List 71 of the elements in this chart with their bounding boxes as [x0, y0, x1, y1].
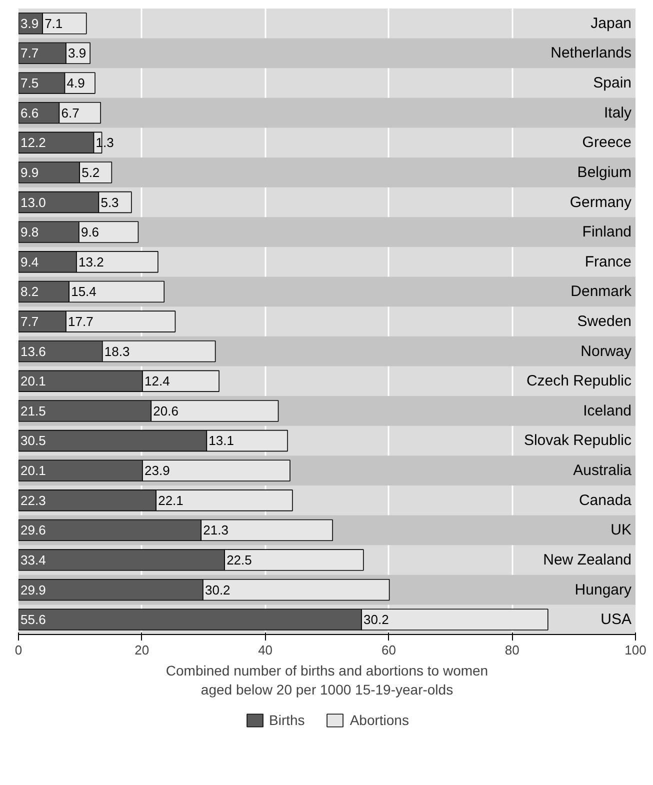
data-label: 13.1 [208, 433, 234, 448]
data-label: 21.5 [20, 403, 46, 418]
y-tick-label: Australia [573, 462, 632, 480]
y-tick-label: New Zealand [543, 551, 632, 568]
y-tick-label: Czech Republic [526, 372, 632, 390]
data-label: 13.2 [78, 254, 104, 270]
data-label: 20.1 [20, 374, 46, 389]
data-label: 3.9 [68, 46, 86, 61]
data-label: 22.1 [158, 492, 184, 508]
x-tick-label: 60 [381, 642, 396, 658]
data-label: 29.6 [20, 522, 46, 538]
data-label: 5.3 [100, 194, 119, 210]
data-label: 30.5 [20, 433, 46, 448]
data-label: 17.7 [68, 314, 94, 329]
data-label: 6.7 [61, 105, 80, 120]
y-tick-label: Greece [582, 134, 632, 152]
y-tick-label: Spain [593, 74, 632, 92]
x-tick-label: 0 [14, 642, 22, 658]
y-tick-label: Hungary [574, 581, 632, 598]
legend-label: Abortions [350, 712, 409, 728]
data-label: 20.1 [20, 463, 46, 478]
data-label: 8.2 [20, 284, 39, 300]
y-tick-label: Denmark [570, 283, 632, 300]
y-tick-label: Canada [578, 492, 632, 509]
y-tick-label: Netherlands [550, 44, 632, 62]
x-tick-label: 80 [504, 642, 520, 658]
y-tick-label: Italy [604, 104, 632, 122]
data-label: 55.6 [20, 612, 46, 628]
data-label: 22.3 [20, 492, 46, 508]
x-axis-title: Combined number of births and abortions to women aged below 20 per 1000 15-19-year-olds [166, 662, 488, 698]
data-label: 20.6 [153, 403, 178, 418]
data-label: 3.9 [20, 16, 39, 31]
y-tick-label: Finland [582, 224, 632, 241]
data-label: 5.2 [82, 164, 100, 180]
y-tick-label: France [584, 253, 632, 270]
data-label: 22.5 [226, 552, 252, 568]
data-label: 29.9 [20, 582, 46, 598]
data-label: 21.3 [203, 522, 228, 538]
x-tick-label: 100 [624, 642, 646, 658]
y-tick-label: Belgium [577, 164, 632, 181]
data-label: 7.5 [20, 76, 39, 91]
data-label: 6.6 [20, 105, 39, 120]
x-tick-label: 20 [134, 642, 150, 658]
y-tick-label: Iceland [583, 402, 632, 420]
data-label: 7.7 [20, 46, 39, 61]
data-label: 13.0 [20, 194, 46, 210]
data-label: 12.2 [20, 135, 46, 150]
x-tick-label: 40 [258, 642, 273, 658]
legend-label: Births [269, 712, 305, 728]
y-tick-label: Japan [590, 14, 632, 32]
data-label: 30.2 [204, 582, 230, 598]
y-tick-label: Germany [570, 194, 632, 211]
y-tick-label: Sweden [577, 313, 632, 330]
data-label: 7.7 [20, 314, 39, 329]
data-label: 9.6 [80, 224, 100, 240]
data-label: 7.1 [44, 16, 63, 31]
y-tick-label: UK [610, 522, 632, 539]
data-label: 12.4 [144, 374, 170, 389]
data-label: 9.4 [20, 254, 39, 270]
data-label: 30.2 [364, 612, 389, 628]
data-label: 15.4 [71, 284, 96, 300]
data-label: 9.9 [20, 164, 39, 180]
y-tick-label: Slovak Republic [524, 432, 632, 450]
data-label: 33.4 [20, 552, 46, 568]
y-tick-label: USA [600, 611, 632, 628]
data-label: 13.6 [20, 344, 46, 359]
data-label: 18.3 [104, 344, 130, 359]
y-tick-label: Norway [580, 342, 632, 360]
data-label: 23.9 [144, 463, 170, 478]
data-label: 4.9 [66, 76, 85, 91]
data-label: 9.8 [20, 224, 39, 240]
